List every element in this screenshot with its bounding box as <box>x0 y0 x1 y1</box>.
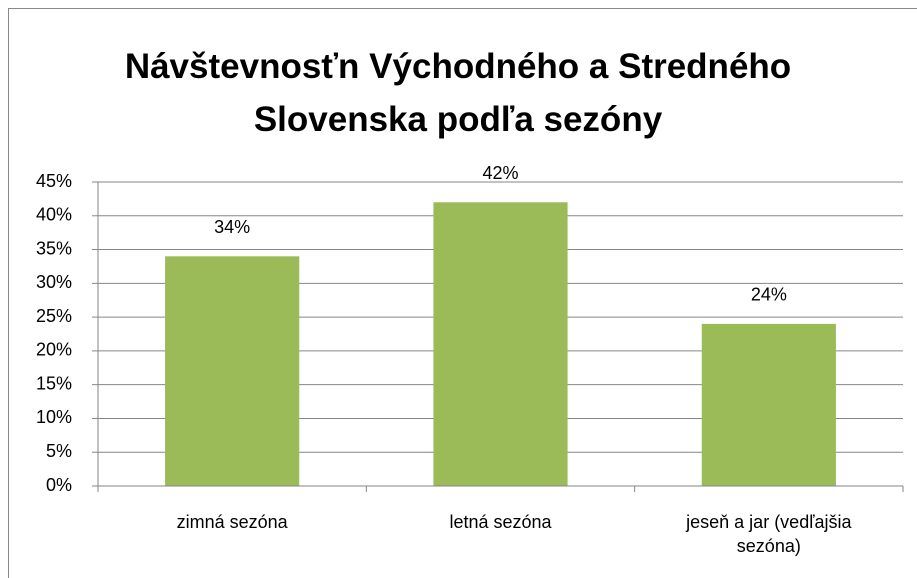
data-label: 34% <box>214 217 250 237</box>
x-tick-label: letná sezóna <box>449 512 552 532</box>
y-tick-label: 5% <box>46 441 72 461</box>
y-tick-label: 20% <box>36 340 72 360</box>
chart-title: Návštevnosťn Východného a Stredného Slov… <box>124 47 792 139</box>
bar <box>701 323 836 486</box>
data-label: 24% <box>751 285 787 305</box>
x-tick-label: zimná sezóna <box>176 512 288 532</box>
frame <box>8 8 917 578</box>
data-label: 42% <box>482 163 518 183</box>
y-tick-label: 0% <box>46 475 72 495</box>
y-tick-label: 10% <box>36 407 72 427</box>
y-tick-label: 40% <box>36 205 72 225</box>
y-tick-label: 35% <box>36 238 72 258</box>
y-tick-label: 15% <box>36 373 72 393</box>
y-tick-label: 45% <box>36 171 72 191</box>
bar <box>433 202 568 486</box>
y-tick-label: 25% <box>36 306 72 326</box>
bar <box>165 256 300 486</box>
x-tick-label: jeseň a jar (vedľajšia sezóna) <box>686 512 852 556</box>
y-tick-label: 30% <box>36 272 72 292</box>
